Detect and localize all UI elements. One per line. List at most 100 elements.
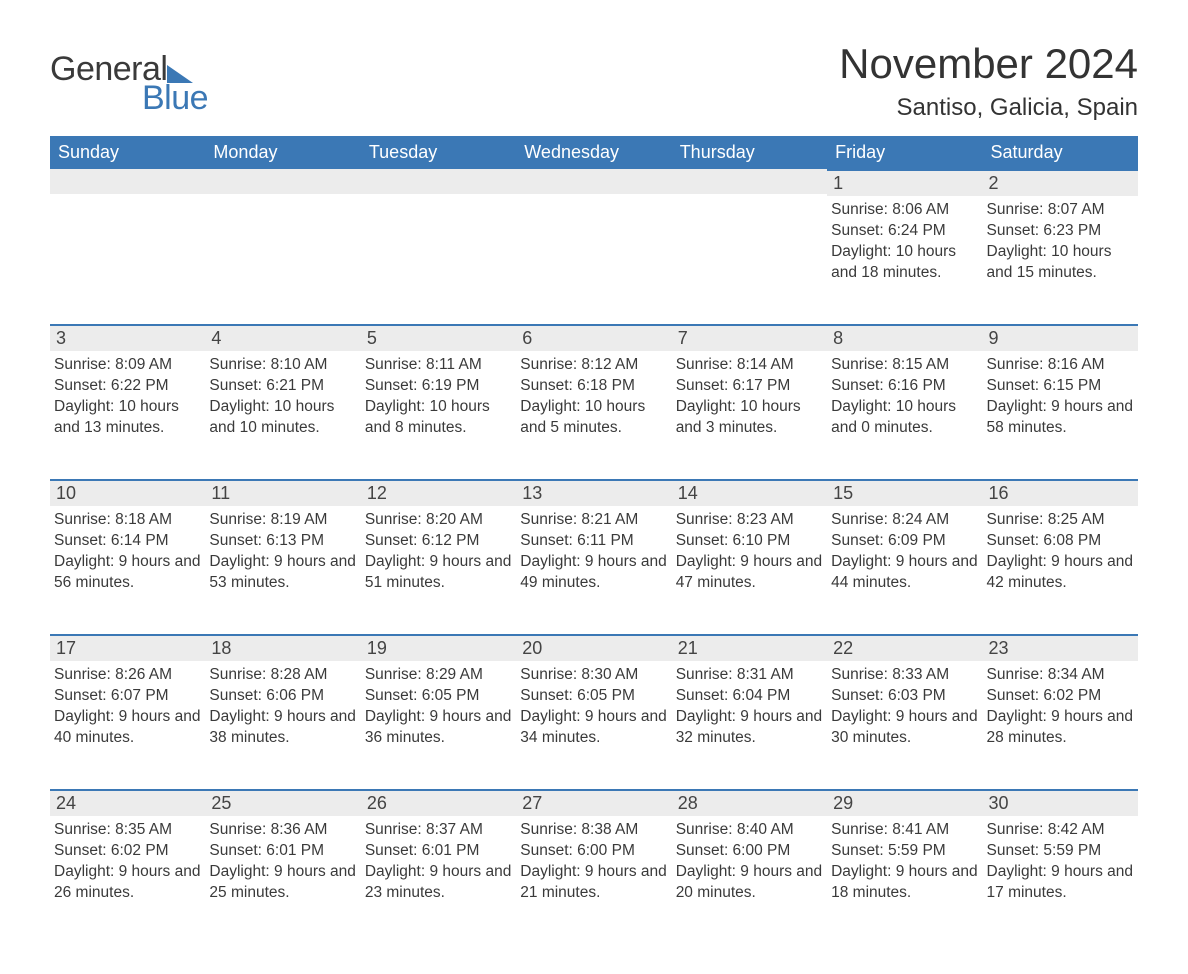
day-number: 28 bbox=[672, 789, 827, 816]
day-cell: Sunrise: 8:37 AMSunset: 6:01 PMDaylight:… bbox=[361, 816, 516, 944]
day-cell: Sunrise: 8:38 AMSunset: 6:00 PMDaylight:… bbox=[516, 816, 671, 944]
day-cell: Sunrise: 8:33 AMSunset: 6:03 PMDaylight:… bbox=[827, 661, 982, 789]
day-cell: Sunrise: 8:10 AMSunset: 6:21 PMDaylight:… bbox=[205, 351, 360, 479]
day-cell: Sunrise: 8:15 AMSunset: 6:16 PMDaylight:… bbox=[827, 351, 982, 479]
sunrise-text: Sunrise: 8:07 AM bbox=[987, 200, 1134, 221]
day-details: Sunrise: 8:42 AMSunset: 5:59 PMDaylight:… bbox=[983, 816, 1138, 914]
day-cell: Sunrise: 8:31 AMSunset: 6:04 PMDaylight:… bbox=[672, 661, 827, 789]
daylight-text: Daylight: 9 hours and 17 minutes. bbox=[987, 862, 1134, 904]
day-number: 20 bbox=[516, 634, 671, 661]
sunrise-text: Sunrise: 8:12 AM bbox=[520, 355, 667, 376]
calendar-page: General Blue November 2024 Santiso, Gali… bbox=[0, 0, 1188, 974]
day-number: 27 bbox=[516, 789, 671, 816]
daylight-text: Daylight: 10 hours and 10 minutes. bbox=[209, 397, 356, 439]
day-number: 11 bbox=[205, 479, 360, 506]
daylight-text: Daylight: 9 hours and 58 minutes. bbox=[987, 397, 1134, 439]
day-details: Sunrise: 8:21 AMSunset: 6:11 PMDaylight:… bbox=[516, 506, 671, 604]
sunset-text: Sunset: 6:02 PM bbox=[54, 841, 201, 862]
day-number-cell: 2 bbox=[983, 169, 1138, 196]
day-data-row: Sunrise: 8:06 AMSunset: 6:24 PMDaylight:… bbox=[50, 196, 1138, 324]
daylight-text: Daylight: 10 hours and 3 minutes. bbox=[676, 397, 823, 439]
sunset-text: Sunset: 6:12 PM bbox=[365, 531, 512, 552]
daylight-text: Daylight: 10 hours and 13 minutes. bbox=[54, 397, 201, 439]
daylight-text: Daylight: 9 hours and 42 minutes. bbox=[987, 552, 1134, 594]
sunrise-text: Sunrise: 8:40 AM bbox=[676, 820, 823, 841]
day-number-cell: 10 bbox=[50, 479, 205, 506]
daylight-text: Daylight: 9 hours and 40 minutes. bbox=[54, 707, 201, 749]
sunset-text: Sunset: 5:59 PM bbox=[987, 841, 1134, 862]
day-details: Sunrise: 8:33 AMSunset: 6:03 PMDaylight:… bbox=[827, 661, 982, 759]
sunrise-text: Sunrise: 8:29 AM bbox=[365, 665, 512, 686]
day-number-cell: 24 bbox=[50, 789, 205, 816]
day-number-cell: 7 bbox=[672, 324, 827, 351]
sunrise-text: Sunrise: 8:20 AM bbox=[365, 510, 512, 531]
sunrise-text: Sunrise: 8:42 AM bbox=[987, 820, 1134, 841]
sunrise-text: Sunrise: 8:36 AM bbox=[209, 820, 356, 841]
sunrise-text: Sunrise: 8:11 AM bbox=[365, 355, 512, 376]
day-cell bbox=[205, 196, 360, 324]
day-number-cell bbox=[50, 169, 205, 196]
sunrise-text: Sunrise: 8:25 AM bbox=[987, 510, 1134, 531]
sunset-text: Sunset: 6:08 PM bbox=[987, 531, 1134, 552]
day-details: Sunrise: 8:11 AMSunset: 6:19 PMDaylight:… bbox=[361, 351, 516, 449]
sunrise-text: Sunrise: 8:37 AM bbox=[365, 820, 512, 841]
sunset-text: Sunset: 5:59 PM bbox=[831, 841, 978, 862]
page-title: November 2024 bbox=[839, 40, 1138, 88]
day-details: Sunrise: 8:09 AMSunset: 6:22 PMDaylight:… bbox=[50, 351, 205, 449]
sunrise-text: Sunrise: 8:30 AM bbox=[520, 665, 667, 686]
daylight-text: Daylight: 9 hours and 44 minutes. bbox=[831, 552, 978, 594]
day-details: Sunrise: 8:26 AMSunset: 6:07 PMDaylight:… bbox=[50, 661, 205, 759]
day-data-row: Sunrise: 8:26 AMSunset: 6:07 PMDaylight:… bbox=[50, 661, 1138, 789]
sunrise-text: Sunrise: 8:35 AM bbox=[54, 820, 201, 841]
day-details: Sunrise: 8:41 AMSunset: 5:59 PMDaylight:… bbox=[827, 816, 982, 914]
daylight-text: Daylight: 9 hours and 20 minutes. bbox=[676, 862, 823, 904]
day-number: 19 bbox=[361, 634, 516, 661]
sunrise-text: Sunrise: 8:26 AM bbox=[54, 665, 201, 686]
day-number-cell: 4 bbox=[205, 324, 360, 351]
weekday-header: Wednesday bbox=[516, 136, 671, 169]
day-details: Sunrise: 8:28 AMSunset: 6:06 PMDaylight:… bbox=[205, 661, 360, 759]
day-number-cell: 25 bbox=[205, 789, 360, 816]
day-number-cell: 12 bbox=[361, 479, 516, 506]
day-number: 16 bbox=[983, 479, 1138, 506]
day-number: 13 bbox=[516, 479, 671, 506]
daylight-text: Daylight: 10 hours and 15 minutes. bbox=[987, 242, 1134, 284]
day-number: 1 bbox=[827, 169, 982, 196]
header-row: General Blue November 2024 Santiso, Gali… bbox=[50, 40, 1138, 126]
sunrise-text: Sunrise: 8:31 AM bbox=[676, 665, 823, 686]
sunset-text: Sunset: 6:05 PM bbox=[365, 686, 512, 707]
day-number-row: 12 bbox=[50, 169, 1138, 196]
day-number-cell: 18 bbox=[205, 634, 360, 661]
sunrise-text: Sunrise: 8:41 AM bbox=[831, 820, 978, 841]
weekday-header: Sunday bbox=[50, 136, 205, 169]
sunset-text: Sunset: 6:16 PM bbox=[831, 376, 978, 397]
sunset-text: Sunset: 6:22 PM bbox=[54, 376, 201, 397]
daylight-text: Daylight: 9 hours and 47 minutes. bbox=[676, 552, 823, 594]
day-number-row: 24252627282930 bbox=[50, 789, 1138, 816]
day-number-cell: 16 bbox=[983, 479, 1138, 506]
day-number-cell: 26 bbox=[361, 789, 516, 816]
sunset-text: Sunset: 6:07 PM bbox=[54, 686, 201, 707]
day-number: 12 bbox=[361, 479, 516, 506]
sunrise-text: Sunrise: 8:19 AM bbox=[209, 510, 356, 531]
day-details: Sunrise: 8:16 AMSunset: 6:15 PMDaylight:… bbox=[983, 351, 1138, 449]
day-number-cell bbox=[516, 169, 671, 196]
weekday-header: Friday bbox=[827, 136, 982, 169]
sunset-text: Sunset: 6:05 PM bbox=[520, 686, 667, 707]
day-details: Sunrise: 8:35 AMSunset: 6:02 PMDaylight:… bbox=[50, 816, 205, 914]
daylight-text: Daylight: 9 hours and 53 minutes. bbox=[209, 552, 356, 594]
day-number: 22 bbox=[827, 634, 982, 661]
day-cell bbox=[516, 196, 671, 324]
day-cell: Sunrise: 8:19 AMSunset: 6:13 PMDaylight:… bbox=[205, 506, 360, 634]
day-cell bbox=[50, 196, 205, 324]
daylight-text: Daylight: 9 hours and 49 minutes. bbox=[520, 552, 667, 594]
day-details: Sunrise: 8:30 AMSunset: 6:05 PMDaylight:… bbox=[516, 661, 671, 759]
day-details: Sunrise: 8:23 AMSunset: 6:10 PMDaylight:… bbox=[672, 506, 827, 604]
day-number-cell: 1 bbox=[827, 169, 982, 196]
day-number: 25 bbox=[205, 789, 360, 816]
weekday-header: Tuesday bbox=[361, 136, 516, 169]
daylight-text: Daylight: 9 hours and 21 minutes. bbox=[520, 862, 667, 904]
day-number: 10 bbox=[50, 479, 205, 506]
day-number-row: 3456789 bbox=[50, 324, 1138, 351]
day-cell: Sunrise: 8:12 AMSunset: 6:18 PMDaylight:… bbox=[516, 351, 671, 479]
